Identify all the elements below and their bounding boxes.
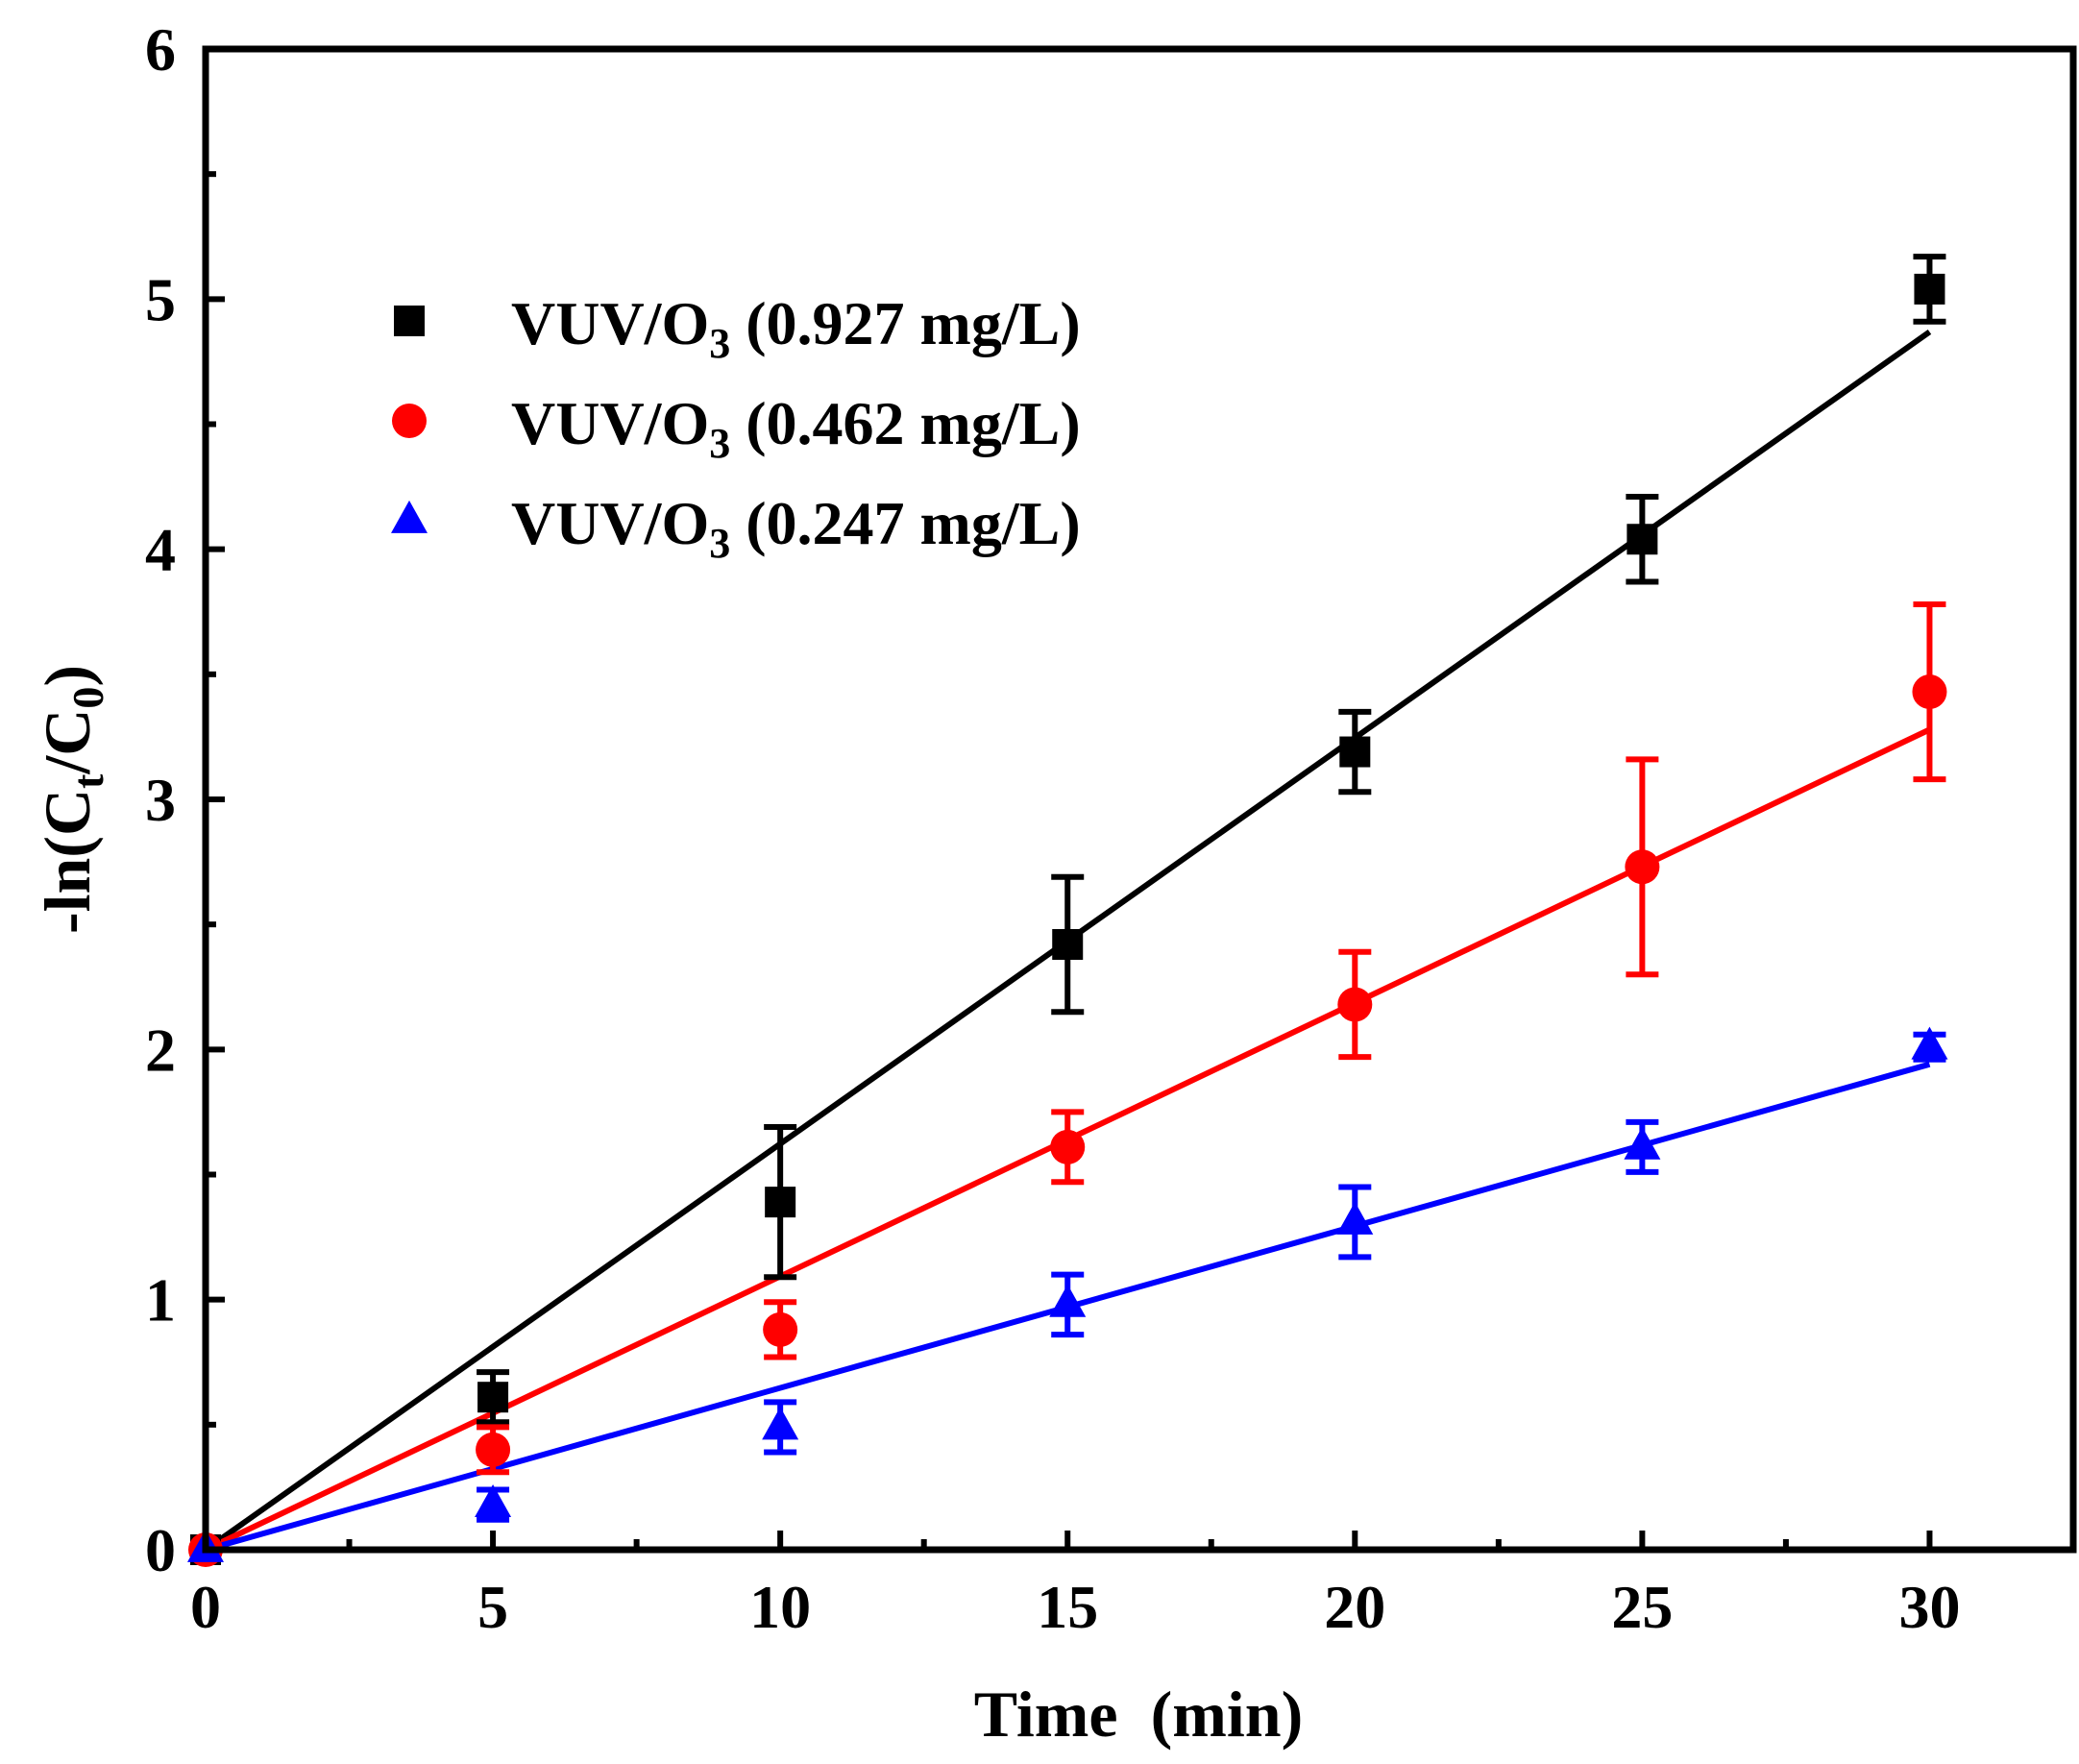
data-point-circle [1625, 849, 1660, 885]
y-tick-label: 5 [145, 265, 176, 333]
y-axis-title-suffix: ) [31, 665, 104, 687]
legend: VUV/O3 (0.927 mg/L)VUV/O3 (0.462 mg/L)VU… [391, 289, 1081, 567]
data-point-square [1339, 736, 1371, 768]
y-axis-title: -ln(Ct/C0) [31, 665, 112, 934]
data-point-square [477, 1382, 509, 1413]
data-point-square [1052, 928, 1084, 960]
legend-marker-square [394, 306, 425, 336]
x-tick-label: 15 [1037, 1573, 1098, 1641]
data-point-triangle [1624, 1126, 1661, 1160]
data-point-square [765, 1187, 796, 1218]
y-axis-title-prefix: -ln(C [31, 789, 104, 934]
y-axis-title-sub-t: t [63, 773, 112, 789]
y-tick-label: 4 [145, 516, 176, 584]
data-point-square [1627, 524, 1658, 555]
data-point-circle [1050, 1129, 1086, 1164]
data-point-triangle [762, 1407, 799, 1440]
data-point-square [1914, 273, 1945, 305]
legend-label: VUV/O3 (0.927 mg/L) [511, 289, 1081, 367]
legend-label-suffix: (0.247 mg/L) [730, 489, 1080, 557]
y-tick-label: 6 [145, 15, 176, 84]
data-point-circle [476, 1432, 511, 1467]
legend-label: VUV/O3 (0.462 mg/L) [511, 389, 1081, 467]
x-tick-label: 30 [1898, 1573, 1960, 1641]
legend-label-prefix: VUV/O [511, 489, 709, 557]
legend-marker-circle [392, 404, 427, 438]
x-tick-label: 0 [190, 1573, 221, 1641]
data-point-triangle [1049, 1284, 1087, 1317]
y-axis-title-sub-0: 0 [63, 687, 112, 709]
x-tick-label: 25 [1611, 1573, 1673, 1641]
legend-label-suffix: (0.927 mg/L) [730, 289, 1080, 357]
plot-frame [202, 45, 2077, 1554]
y-tick-label: 2 [145, 1016, 176, 1084]
legend-label-prefix: VUV/O [511, 289, 709, 357]
x-axis-title: Time (min) [974, 1678, 1304, 1751]
legend-label-prefix: VUV/O [511, 389, 709, 457]
y-tick-label: 1 [145, 1266, 176, 1335]
x-tick-label: 5 [477, 1573, 508, 1641]
legend-label-sub: 3 [709, 320, 730, 367]
legend-marker-triangle [391, 500, 428, 533]
data-point-circle [763, 1311, 798, 1347]
data-point-triangle [1911, 1026, 1948, 1060]
data-point-circle [1337, 987, 1373, 1022]
axis-ticks [206, 171, 1933, 1550]
legend-label-sub: 3 [709, 520, 730, 567]
legend-label-suffix: (0.462 mg/L) [730, 389, 1080, 457]
legend-label-sub: 3 [709, 420, 730, 467]
tick-labels: 0 5 10 15 20 25 30 0 1 2 3 4 5 6 [145, 15, 1960, 1641]
data-point-triangle [475, 1484, 512, 1518]
legend-label: VUV/O3 (0.247 mg/L) [511, 489, 1081, 567]
y-tick-label: 0 [145, 1516, 176, 1584]
y-tick-label: 3 [145, 766, 176, 834]
x-tick-label: 10 [749, 1573, 811, 1641]
y-axis-title-middle: /C [31, 709, 104, 775]
data-point-triangle [1336, 1201, 1374, 1235]
x-tick-label: 20 [1324, 1573, 1385, 1641]
data-point-circle [1912, 674, 1947, 710]
